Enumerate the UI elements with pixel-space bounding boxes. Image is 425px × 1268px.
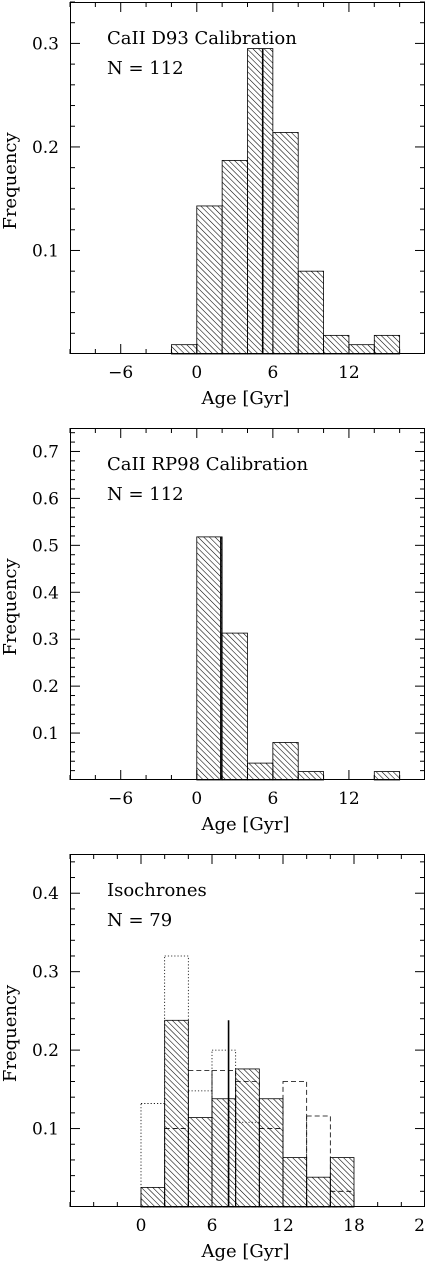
x-tick-label: 12 <box>272 1216 294 1236</box>
x-tick-label: −6 <box>108 363 133 383</box>
histogram-bar-hatched <box>221 159 248 355</box>
histogram-bar-hatched <box>348 344 375 355</box>
x-tick-label: 6 <box>267 363 278 383</box>
y-tick-label: 0.1 <box>32 1120 59 1140</box>
y-tick-label: 0.7 <box>32 442 59 462</box>
histogram-bar-hatched <box>272 132 299 355</box>
x-tick-label: 0 <box>136 1216 147 1236</box>
histogram-bar-hatched <box>247 762 274 781</box>
histogram-bar-hatched <box>171 344 198 355</box>
y-tick-label: 0.2 <box>32 1041 59 1061</box>
histogram-bar-hatched <box>329 1157 355 1208</box>
y-tick-label: 0.2 <box>32 677 59 697</box>
histogram-panel-1: −6 0 6 12 0.1 0.2 0.3 CaII D93 Calibration N = 1… <box>0 1 425 409</box>
y-tick-label: 0.4 <box>32 884 59 904</box>
histogram-bar-hatched <box>306 1176 331 1208</box>
histogram-bar-hatched <box>221 632 248 781</box>
x-tick-label: 18 <box>343 1216 365 1236</box>
histogram-bar-hatched <box>297 270 324 355</box>
histogram-bar-hatched <box>247 48 274 355</box>
x-tick-label: 6 <box>207 1216 218 1236</box>
y-tick-label: 0.1 <box>32 724 59 744</box>
histogram-bar-hatched <box>282 1157 308 1208</box>
y-axis-label: Frequency <box>0 557 21 655</box>
sample-size-label: N = 112 <box>107 58 184 79</box>
histogram-bar-dotted <box>140 1103 166 1208</box>
panel-title: Isochrones <box>107 880 207 901</box>
histogram-bar-hatched <box>211 1098 237 1208</box>
y-axis-label: Frequency <box>0 984 21 1082</box>
y-tick-label: 0.3 <box>32 630 59 650</box>
histogram-bar-hatched <box>272 742 299 781</box>
x-tick-label: 0 <box>191 363 202 383</box>
histogram-bar-hatched <box>196 205 223 355</box>
histogram-panel-3: 0 6 12 18 24 0.1 0.2 0.3 0.4 Isochrones N = 79 Age … <box>0 854 425 1262</box>
y-tick-label: 0.6 <box>32 489 59 509</box>
x-tick-label: 0 <box>191 789 202 809</box>
panel-title: CaII D93 Calibration <box>107 28 297 49</box>
histogram-bar-hatched <box>187 1117 213 1208</box>
x-tick-label: 12 <box>338 363 360 383</box>
y-tick-label: 0.4 <box>32 583 59 603</box>
histogram-bar-hatched <box>258 1098 284 1208</box>
histogram-bar-hatched <box>297 771 324 781</box>
histogram-bar-hatched <box>373 771 401 781</box>
histogram-bar-hatched <box>164 1019 189 1208</box>
y-tick-label: 0.5 <box>32 536 59 556</box>
sample-size-label: N = 112 <box>107 484 184 505</box>
y-tick-label: 0.1 <box>32 241 59 261</box>
histogram-bar-hatched <box>196 536 223 781</box>
x-axis-label: Age [Gyr] <box>200 814 289 835</box>
y-axis-label: Frequency <box>0 131 21 229</box>
y-tick-label: 0.3 <box>32 34 59 54</box>
x-axis-label: Age [Gyr] <box>200 1241 289 1262</box>
histogram-bar-hatched <box>373 334 401 355</box>
y-tick-label: 0.2 <box>32 138 59 158</box>
x-tick-label: 6 <box>267 789 278 809</box>
x-tick-label: 12 <box>338 789 360 809</box>
x-tick-label: 24 <box>414 1216 425 1236</box>
panel-title: CaII RP98 Calibration <box>107 454 308 475</box>
histogram-bar-hatched <box>235 1068 260 1208</box>
sample-size-label: N = 79 <box>107 910 172 931</box>
histogram-panel-2: −6 0 6 12 0.1 0.2 0.3 0.4 0.5 0.6 0.7 CaII RP98 Cal… <box>0 428 425 835</box>
x-axis-label: Age [Gyr] <box>200 388 289 409</box>
histogram-bar-hatched <box>140 1186 166 1208</box>
histogram-bar-hatched <box>323 334 350 355</box>
x-tick-label: −6 <box>108 789 133 809</box>
y-tick-label: 0.3 <box>32 963 59 983</box>
histogram-bar-dashed <box>306 1115 331 1208</box>
